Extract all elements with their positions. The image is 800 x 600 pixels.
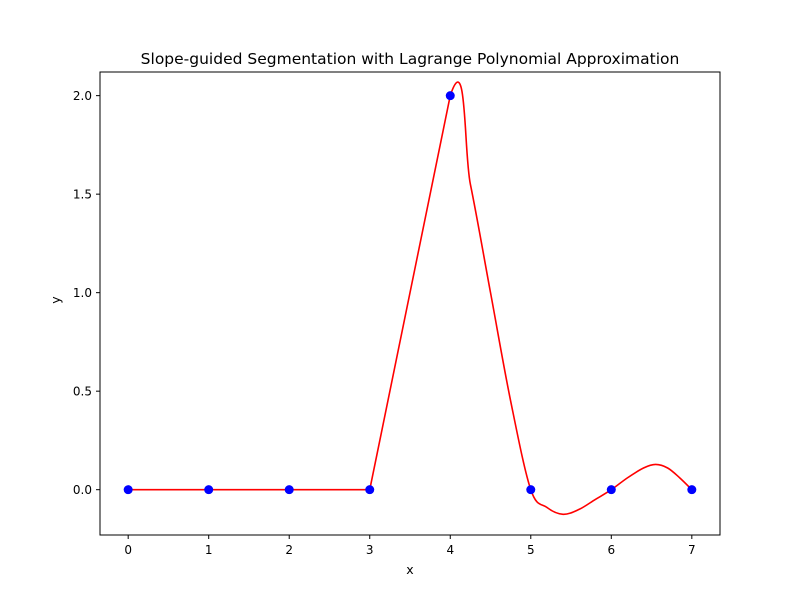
data-point-2 [284, 485, 294, 495]
x-tick-label: 4 [446, 543, 454, 557]
y-tick-label: 1.5 [73, 188, 92, 202]
data-point-4 [445, 91, 455, 101]
plot-area: 0 1 2 3 4 5 6 7 0.0 0.5 1.0 1.5 2.0 [73, 71, 721, 557]
series-line-1 [128, 81, 693, 516]
x-axis-label: x [406, 562, 413, 577]
chart-title: Slope-guided Segmentation with Lagrange … [141, 50, 680, 68]
axes-frame [99, 71, 721, 536]
y-tick-label: 1.0 [73, 286, 92, 300]
data-point-7 [687, 485, 697, 495]
x-tick-label: 0 [124, 543, 132, 557]
x-tick-label: 3 [366, 543, 374, 557]
data-point-0 [123, 485, 133, 495]
y-tick-label: 0.0 [73, 483, 92, 497]
x-tick-label: 7 [688, 543, 696, 557]
x-tick-label: 1 [205, 543, 213, 557]
data-point-3 [365, 485, 375, 495]
data-point-6 [606, 485, 616, 495]
y-axis-label: y [48, 296, 63, 304]
x-tick-label: 6 [607, 543, 615, 557]
data-point-1 [204, 485, 214, 495]
y-tick-label: 0.5 [73, 385, 92, 399]
y-tick-label: 2.0 [73, 89, 92, 103]
x-tick-label: 2 [285, 543, 293, 557]
x-tick-label: 5 [527, 543, 535, 557]
data-point-5 [526, 485, 536, 495]
